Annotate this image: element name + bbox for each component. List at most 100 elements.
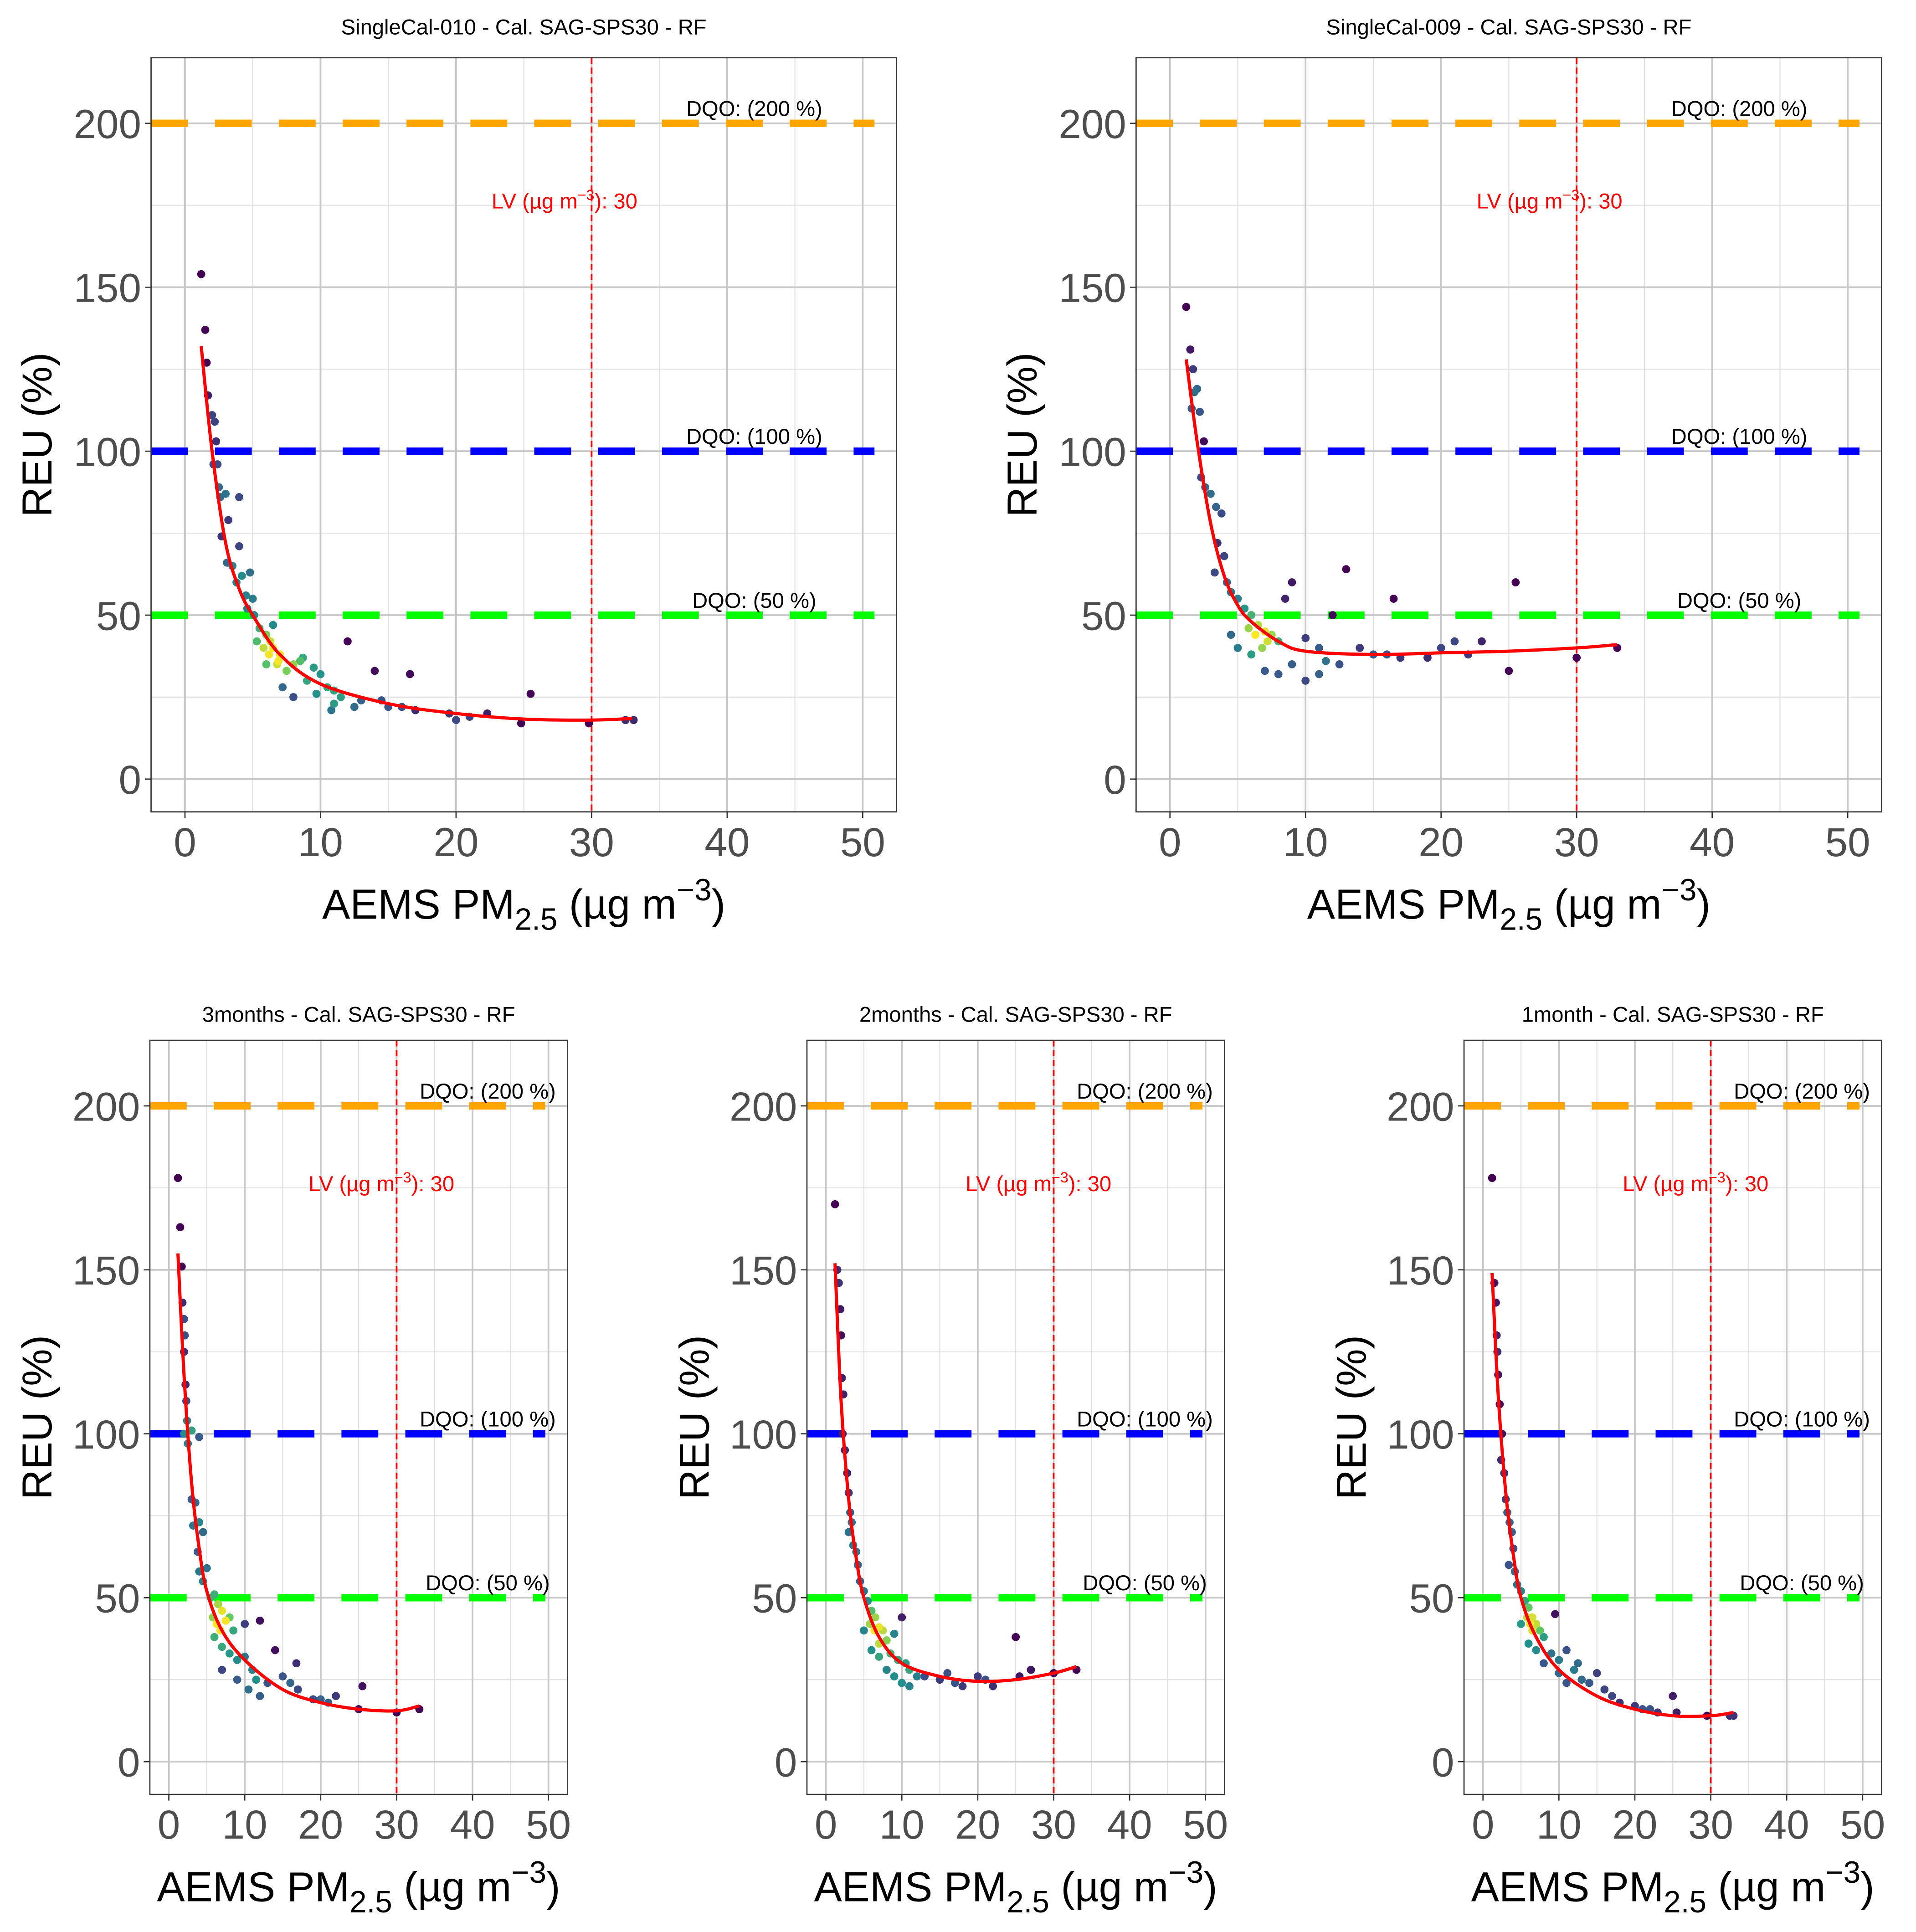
data-point [883, 1665, 891, 1674]
x-tick-label: 40 [450, 1802, 495, 1847]
data-point [875, 1652, 884, 1661]
lv-label-main: LV (µg m [308, 1172, 395, 1196]
x-title-sub: 2.5 [349, 1885, 392, 1919]
data-point [256, 1616, 264, 1625]
panel-title: SingleCal-009 - Cal. SAG-SPS30 - RF [1326, 15, 1691, 39]
x-tick-label: 30 [1031, 1802, 1076, 1847]
x-title-sub: 2.5 [1664, 1885, 1706, 1919]
data-point [1288, 660, 1296, 668]
data-point [180, 1429, 188, 1438]
data-point [890, 1629, 899, 1638]
data-point [1423, 653, 1432, 662]
x-title-sup: −3 [511, 1855, 546, 1890]
data-point [225, 1649, 234, 1658]
y-tick-label: 100 [74, 429, 141, 475]
data-point [1288, 578, 1296, 586]
x-tick-label: 40 [1690, 819, 1735, 865]
data-point [517, 719, 525, 728]
y-tick-label: 150 [72, 1248, 140, 1293]
fit-curve [1184, 359, 1618, 656]
data-point [289, 693, 298, 701]
x-axis-title: AEMS PM2.5 (µg m−3) [1471, 1855, 1875, 1919]
lv-label-main: LV (µg m [966, 1172, 1052, 1196]
x-tick-label: 10 [879, 1802, 925, 1847]
data-point [337, 693, 345, 701]
x-tick-label: 30 [1554, 819, 1599, 865]
data-point [202, 1564, 211, 1572]
x-title-close: ) [1860, 1864, 1875, 1911]
x-tick-label: 40 [1764, 1802, 1809, 1847]
x-tick-label: 0 [174, 819, 196, 865]
y-tick-label: 50 [95, 1576, 140, 1621]
data-point [330, 699, 339, 708]
limit-value-label: LV (µg m−3): 30 [1623, 1169, 1768, 1196]
data-point [1505, 1561, 1513, 1569]
x-title-sup: −3 [677, 873, 712, 907]
x-tick-label: 40 [1107, 1802, 1152, 1847]
data-point [1251, 631, 1260, 639]
dqo-label: DQO: (100 %) [1734, 1407, 1870, 1431]
x-tick-label: 10 [222, 1802, 267, 1847]
x-tick-label: 50 [1183, 1802, 1228, 1847]
dqo-label: DQO: (200 %) [686, 96, 822, 120]
lv-label-end: ): 30 [1579, 189, 1622, 213]
lv-label-sup: −3 [1052, 1169, 1068, 1186]
limit-value-label: LV (µg m−3): 30 [492, 187, 637, 213]
data-point [1524, 1639, 1533, 1648]
y-tick-label: 100 [72, 1412, 140, 1457]
dqo-label: DQO: (200 %) [1671, 96, 1808, 120]
data-point [195, 1433, 204, 1441]
data-point [197, 270, 205, 278]
data-point [1540, 1659, 1548, 1668]
x-axis-title: AEMS PM2.5 (µg m−3) [1307, 873, 1711, 937]
data-point [246, 568, 254, 577]
data-point [269, 621, 277, 629]
data-point [1027, 1665, 1035, 1674]
panel-title: SingleCal-010 - Cal. SAG-SPS30 - RF [341, 15, 707, 39]
data-point [218, 1607, 226, 1615]
data-point [1227, 631, 1235, 639]
dqo-label: DQO: (200 %) [1734, 1079, 1870, 1103]
dqo-label: DQO: (100 %) [1671, 424, 1808, 448]
data-point [1217, 509, 1226, 518]
data-point [1182, 303, 1191, 311]
data-point [1186, 345, 1195, 354]
data-point [1600, 1685, 1609, 1694]
data-point [1321, 657, 1330, 665]
y-tick-label: 150 [729, 1248, 797, 1293]
data-point [1301, 634, 1310, 642]
lv-label-main: LV (µg m [1477, 189, 1563, 213]
x-axis-title: AEMS PM2.5 (µg m−3) [322, 873, 725, 937]
data-point [1555, 1656, 1563, 1664]
data-point [1335, 660, 1344, 668]
x-tick-label: 50 [1840, 1802, 1885, 1847]
fit-curve [833, 1263, 1077, 1683]
data-point [278, 1672, 287, 1680]
x-tick-label: 20 [1612, 1802, 1657, 1847]
data-point [312, 689, 321, 698]
data-point [235, 542, 243, 550]
data-point [913, 1672, 921, 1680]
data-point [1572, 653, 1581, 662]
y-tick-label: 200 [1058, 101, 1126, 147]
data-point [1478, 637, 1486, 646]
x-title-sub: 2.5 [1007, 1885, 1049, 1919]
data-point [1488, 1174, 1496, 1182]
data-point [221, 1616, 230, 1625]
data-point [1356, 644, 1364, 652]
data-point [871, 1613, 879, 1622]
data-point [248, 595, 257, 603]
x-title-main: AEMS PM [322, 881, 515, 928]
limit-value-label: LV (µg m−3): 30 [1477, 187, 1623, 213]
data-point [958, 1682, 967, 1690]
y-axis-title: REU (%) [671, 1335, 718, 1500]
x-title-close: ) [1696, 881, 1711, 928]
x-title-main: AEMS PM [814, 1864, 1007, 1911]
data-point [370, 667, 379, 675]
plot-border [149, 1039, 568, 1795]
x-tick-label: 40 [704, 819, 750, 865]
data-point [526, 689, 535, 698]
data-point [221, 489, 230, 498]
panel-3: 0 10 20 30 40 50 0 50 100 150 200 DQO: (200 %) DQO: … [14, 1002, 571, 1919]
